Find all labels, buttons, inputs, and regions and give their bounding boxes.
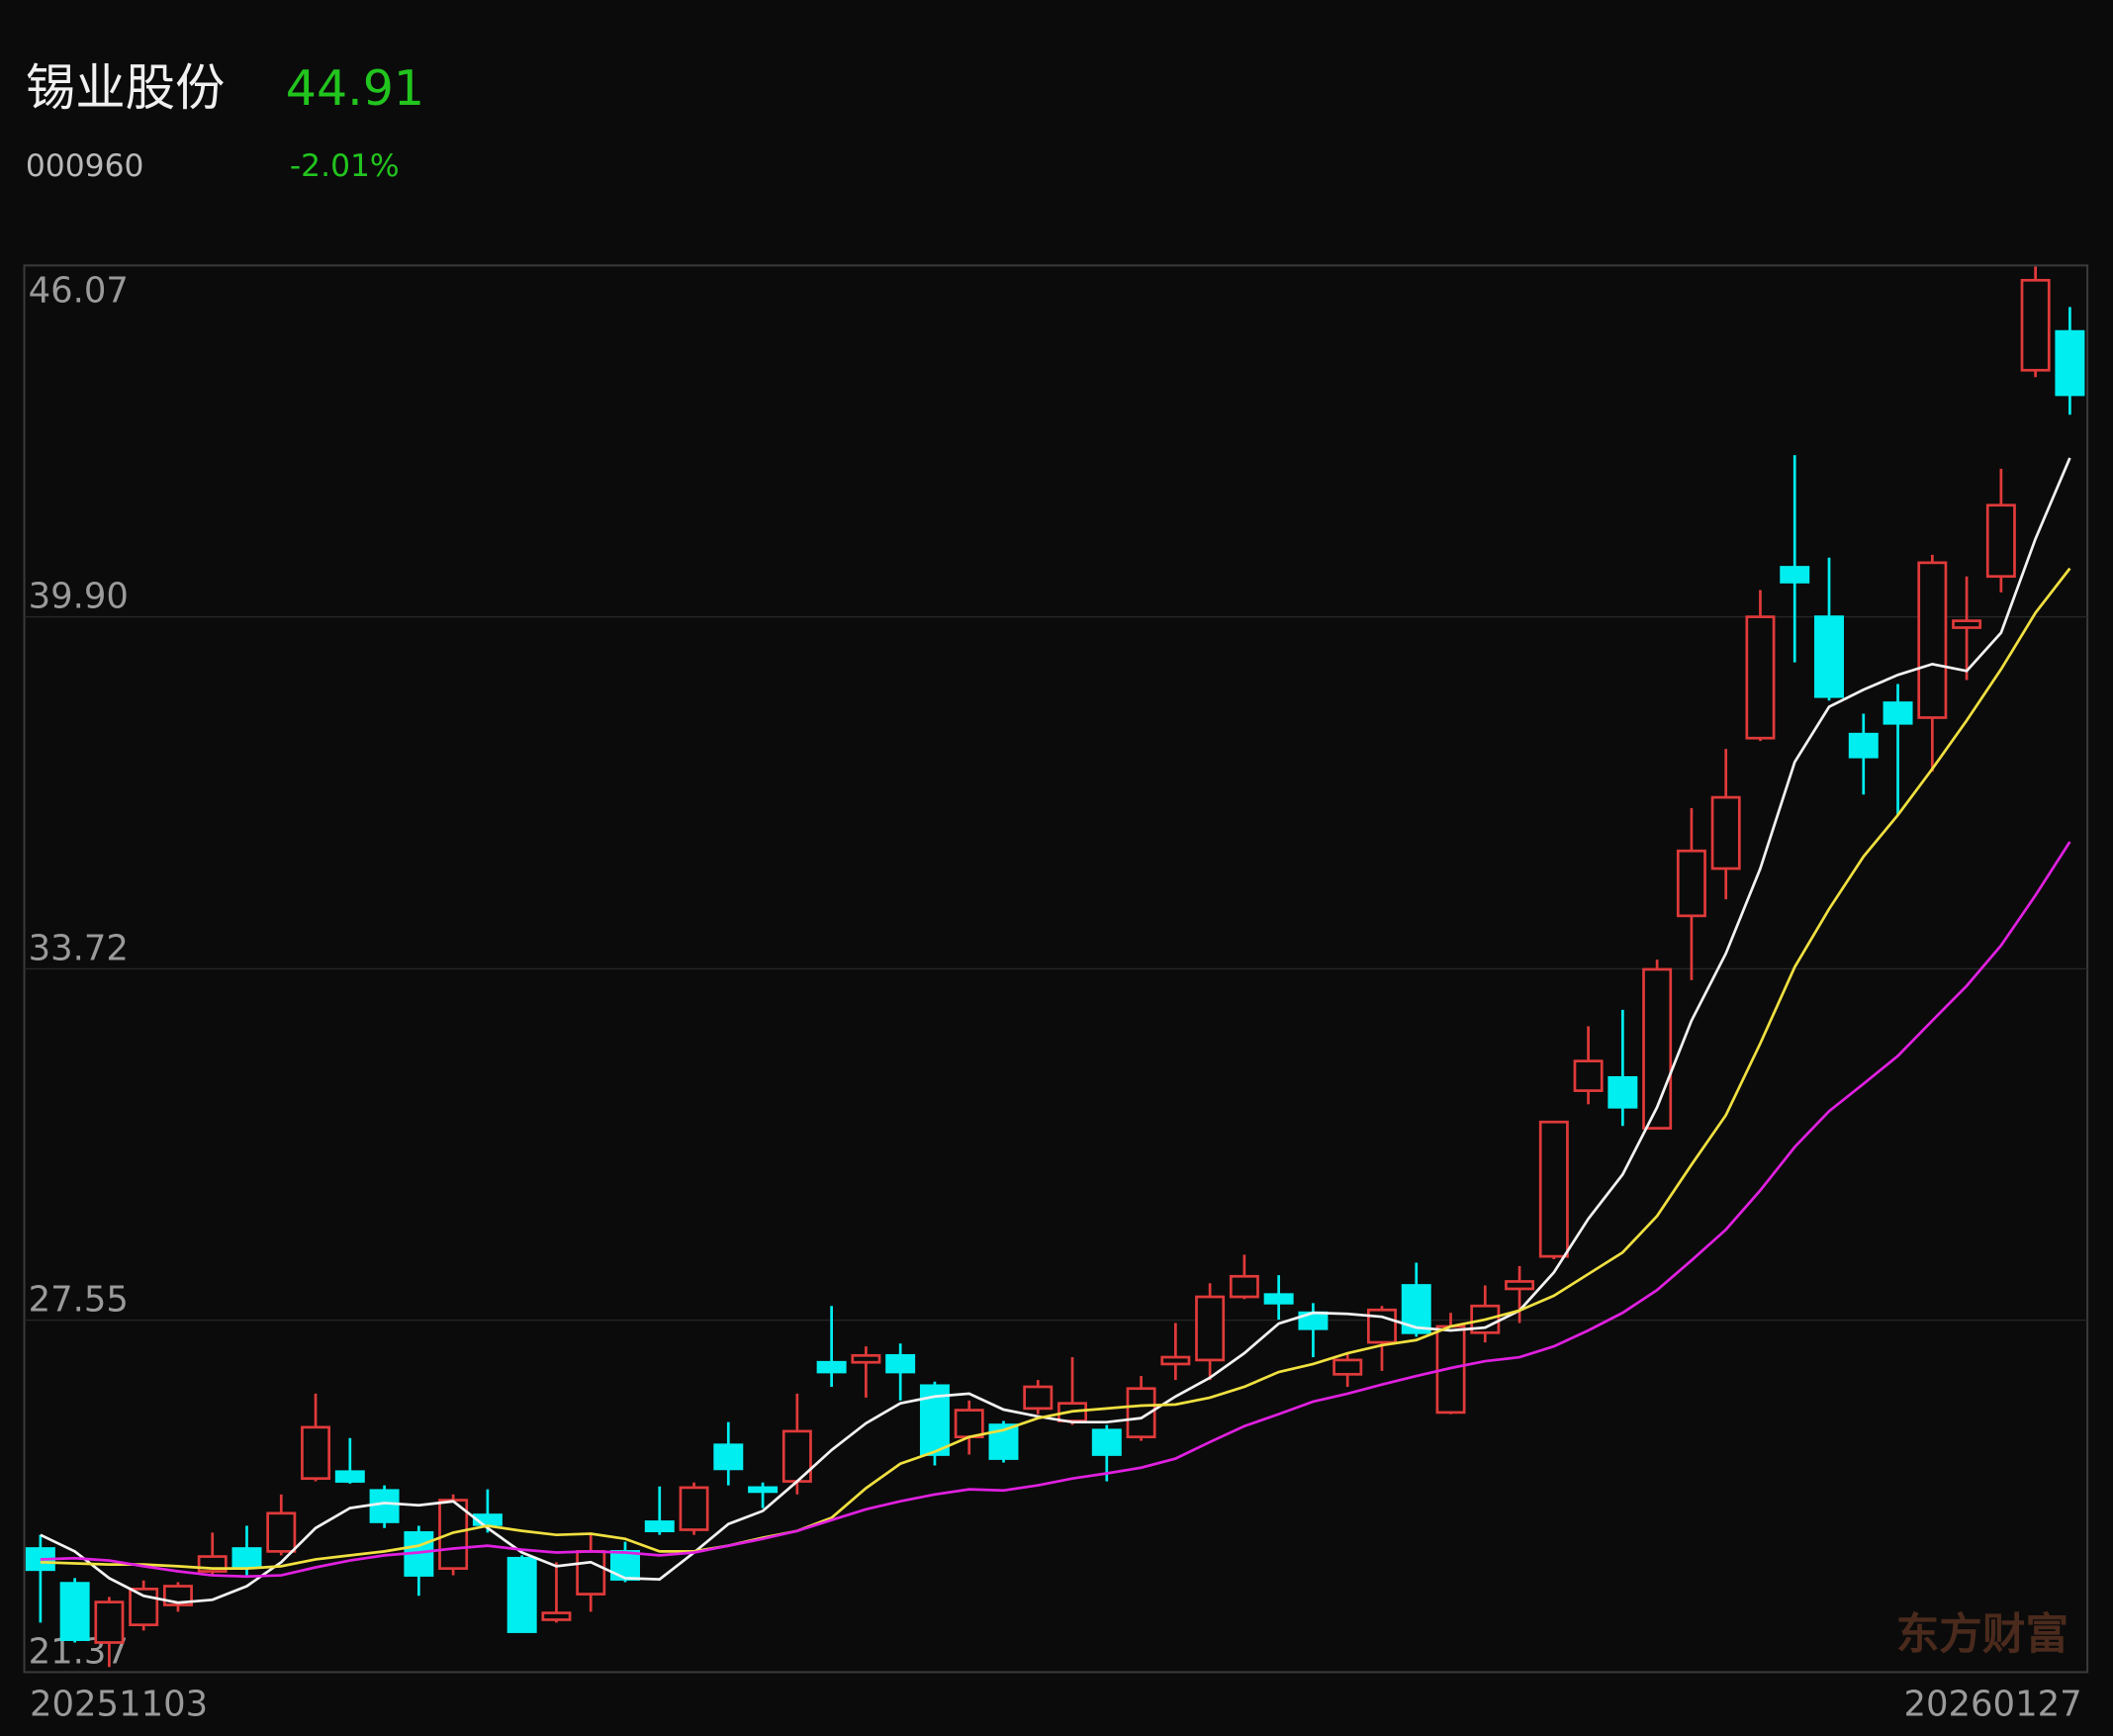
candle-body: [1608, 1075, 1638, 1109]
candle-body: [679, 1486, 709, 1531]
stock-price: 44.91: [286, 59, 424, 117]
candle-body: [1573, 1059, 1604, 1092]
candle-body: [506, 1556, 537, 1633]
watermark: 东方财富: [1896, 1610, 2068, 1660]
candle-body: [576, 1550, 606, 1596]
candle-body: [1848, 732, 1879, 759]
moving-average-line: [40, 841, 2071, 1579]
candle-body: [334, 1470, 365, 1483]
y-tick-label: 39.90: [29, 577, 129, 617]
x-tick-label: 20251103: [30, 1684, 208, 1724]
y-tick-label: 46.07: [29, 271, 129, 312]
candle-body: [1505, 1280, 1535, 1291]
candle-body: [644, 1520, 675, 1533]
candle-body: [266, 1511, 297, 1553]
candle-body: [1126, 1387, 1156, 1439]
candle-body: [369, 1489, 400, 1523]
candle-body: [713, 1443, 744, 1471]
candle-body: [1538, 1120, 1569, 1258]
candle-body: [954, 1409, 984, 1439]
y-tick-label: 33.72: [29, 928, 129, 968]
candle-body: [748, 1486, 779, 1494]
candle-body: [59, 1582, 90, 1641]
candle-body: [2020, 278, 2051, 372]
candle-body: [301, 1425, 331, 1481]
candle-body: [231, 1547, 262, 1569]
candle-body: [2055, 329, 2085, 397]
candle-body: [541, 1611, 572, 1621]
stock-code: 000960: [26, 148, 144, 184]
candle-body: [885, 1353, 916, 1374]
candle-body: [1780, 566, 1810, 584]
candle-body: [1676, 849, 1706, 918]
candle-body: [1091, 1428, 1122, 1456]
moving-average-line: [40, 457, 2071, 1604]
candle-body: [851, 1353, 881, 1364]
x-tick-label: 20260127: [1903, 1684, 2081, 1724]
candle-body: [1229, 1274, 1259, 1299]
candle-body: [1917, 561, 1948, 719]
candle-body: [1332, 1358, 1363, 1376]
candle-body: [1745, 615, 1776, 740]
candle-body: [1023, 1385, 1054, 1411]
candle-body: [129, 1588, 159, 1627]
y-tick-label: 27.55: [29, 1280, 129, 1321]
candle-body: [94, 1600, 125, 1644]
candle-body: [1952, 619, 1982, 629]
price-change: -2.01%: [290, 148, 400, 184]
stock-name: 锡业股份: [26, 58, 226, 117]
candle-body: [1195, 1295, 1226, 1362]
moving-average-line: [40, 567, 2071, 1571]
candle-body: [438, 1499, 469, 1571]
candle-body: [1642, 967, 1673, 1130]
candle-body: [1710, 795, 1741, 870]
candle-body: [1160, 1355, 1191, 1366]
candle-body: [1263, 1293, 1294, 1305]
candle-body: [1985, 503, 2016, 579]
candle-body: [1883, 701, 1913, 725]
candle-body: [1814, 615, 1844, 698]
candle-body: [816, 1360, 847, 1374]
